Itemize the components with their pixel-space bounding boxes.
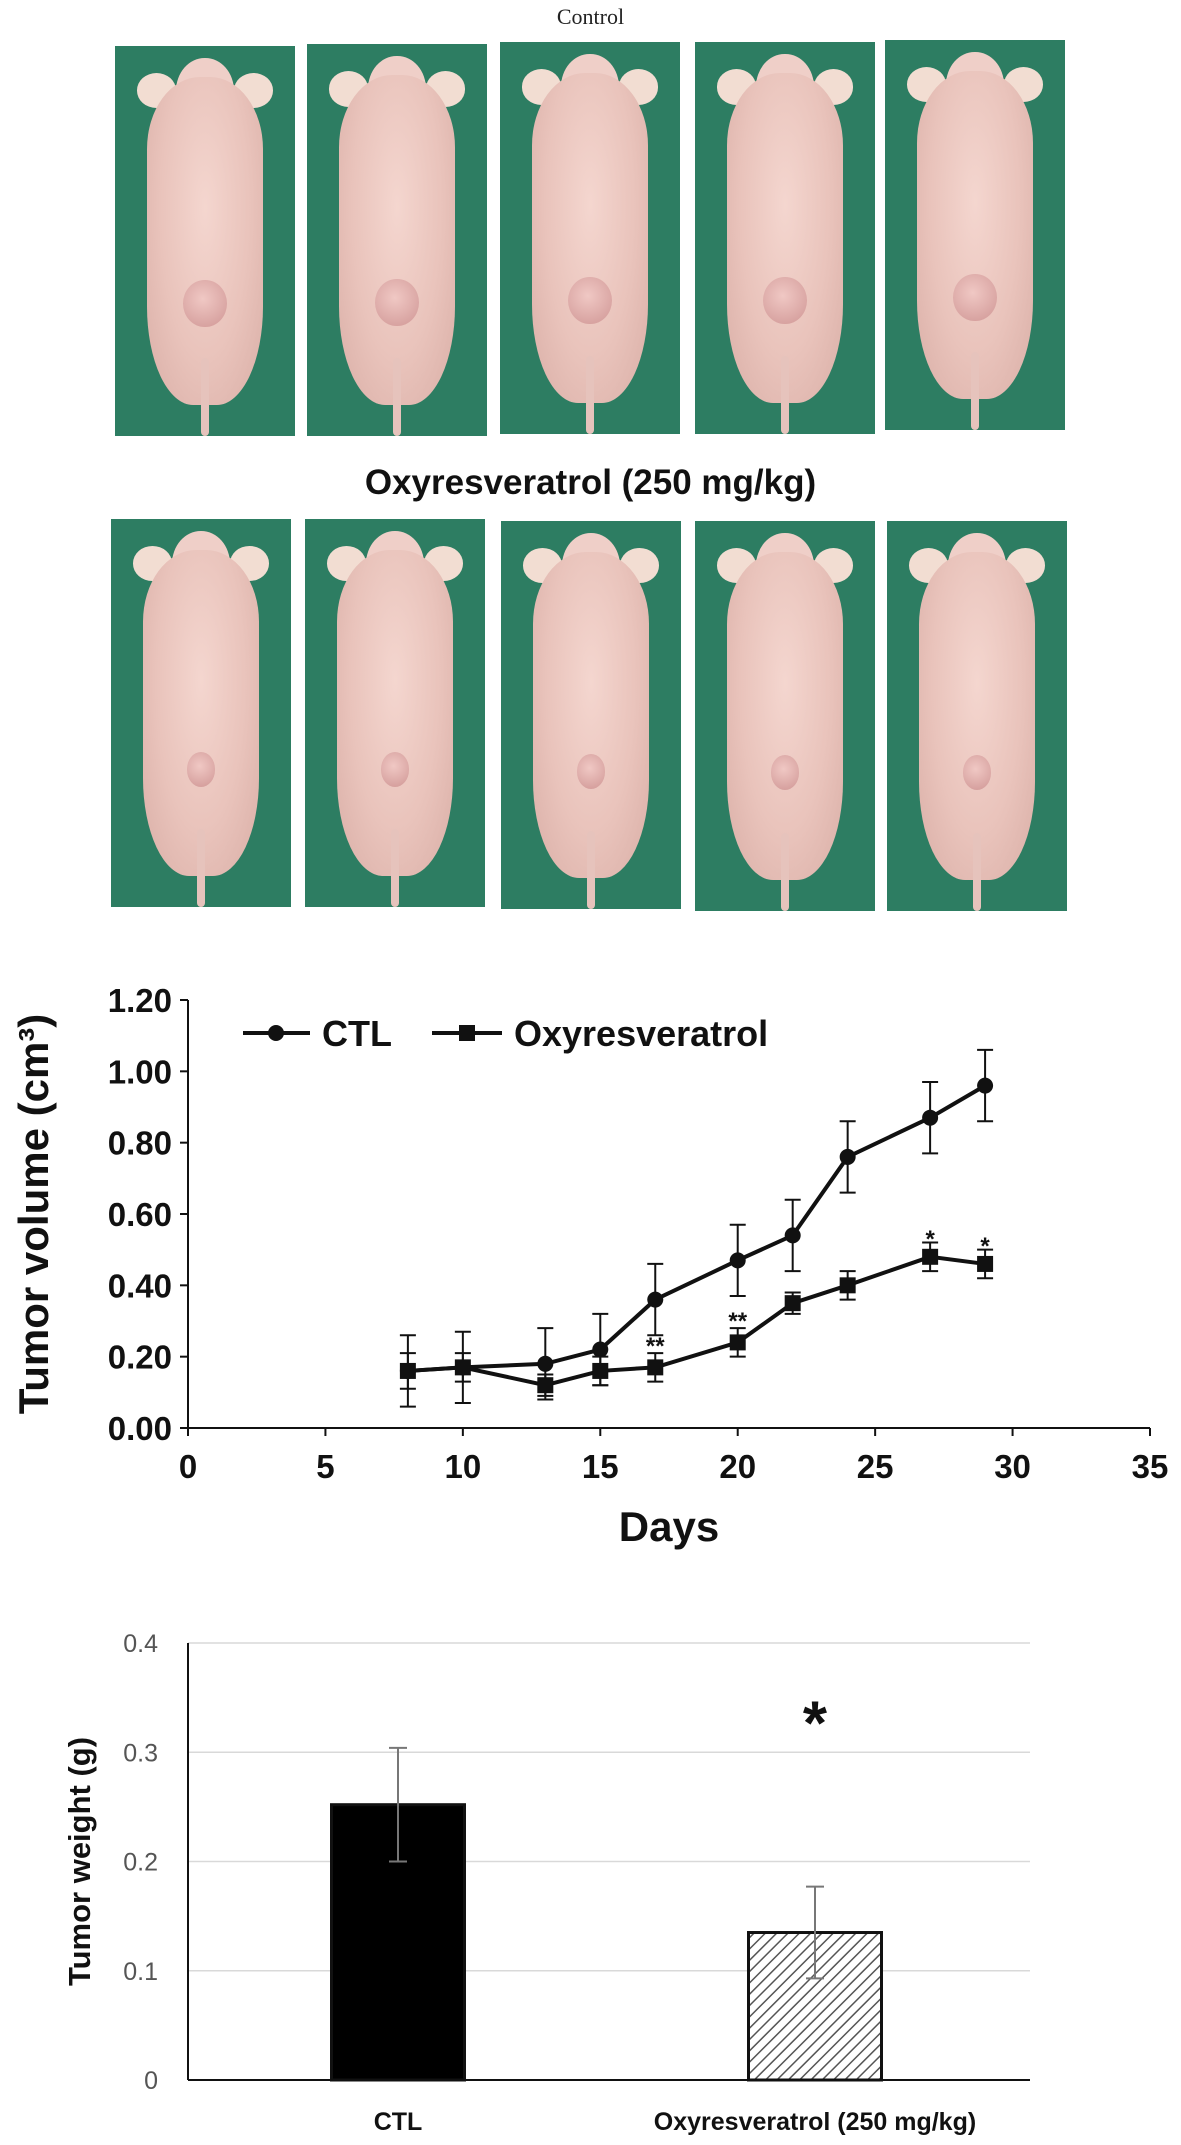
control-mouse-photo-4: [695, 42, 875, 434]
oxyresveratrol-mouse-photo-5: [887, 521, 1067, 911]
data-point: [537, 1355, 554, 1372]
data-point: [647, 1291, 664, 1308]
x-category-label: CTL: [374, 2108, 423, 2136]
oxyresveratrol-mouse-photo-1: [111, 519, 291, 907]
series-line-1: [407, 1083, 987, 1373]
oxyresveratrol-mouse-photo-2: [305, 519, 485, 907]
legend-label-ctl: CTL: [322, 1013, 392, 1054]
y-axis-title: Tumor weight (g): [62, 1737, 97, 1986]
x-tick-label: 35: [1132, 1448, 1169, 1485]
data-point: [729, 1252, 746, 1269]
data-point: [729, 1334, 746, 1351]
oxyresveratrol-group-label: Oxyresveratrol (250 mg/kg): [364, 463, 817, 502]
y-tick-label: 0.40: [108, 1267, 172, 1304]
significance-marker: *: [803, 1689, 828, 1758]
x-category-label: Oxyresveratrol (250 mg/kg): [654, 2108, 976, 2136]
data-point: [839, 1148, 856, 1165]
data-point: [784, 1295, 801, 1312]
data-point: [977, 1255, 994, 1272]
legend-label-oxyresveratrol: Oxyresveratrol: [514, 1013, 768, 1054]
y-tick-label: 0.1: [123, 1958, 158, 1986]
series-line-2: [407, 1254, 986, 1388]
y-axis-title: Tumor volume (cm³): [10, 1014, 57, 1415]
data-point: [537, 1377, 554, 1394]
significance-marker: *: [925, 1226, 935, 1253]
y-tick-label: 0: [144, 2067, 158, 2095]
significance-marker: **: [728, 1308, 747, 1335]
x-tick-label: 30: [994, 1448, 1031, 1485]
x-axis-title: Days: [619, 1503, 719, 1550]
control-mouse-photo-2: [307, 44, 487, 436]
data-point: [592, 1362, 609, 1379]
y-tick-label: 0.3: [123, 1739, 158, 1767]
legend-marker-ctl: [268, 1025, 284, 1041]
x-tick-label: 5: [316, 1448, 334, 1485]
y-tick-label: 0.2: [123, 1849, 158, 1877]
oxyresveratrol-mouse-photo-3: [501, 521, 681, 909]
data-point: [839, 1277, 856, 1294]
data-point: [454, 1359, 471, 1376]
data-point: [922, 1248, 939, 1265]
y-tick-label: 0.80: [108, 1125, 172, 1162]
data-point: [784, 1227, 801, 1244]
legend-marker-oxyresveratrol: [459, 1025, 475, 1041]
y-tick-label: 1.00: [108, 1053, 172, 1090]
data-point: [399, 1362, 416, 1379]
control-mouse-photo-5: [885, 40, 1065, 430]
x-tick-label: 0: [179, 1448, 197, 1485]
control-mouse-photo-3: [500, 42, 680, 434]
significance-marker: **: [646, 1333, 665, 1360]
x-tick-label: 20: [719, 1448, 756, 1485]
control-group-label: Control: [556, 4, 625, 29]
y-tick-label: 0.00: [108, 1410, 172, 1447]
y-tick-label: 0.20: [108, 1339, 172, 1376]
data-point: [647, 1359, 664, 1376]
significance-marker: *: [980, 1233, 990, 1260]
x-tick-label: 15: [582, 1448, 619, 1485]
y-tick-label: 0.60: [108, 1196, 172, 1233]
x-tick-label: 25: [857, 1448, 894, 1485]
y-tick-label: 1.20: [108, 982, 172, 1019]
control-mouse-photo-1: [115, 46, 295, 436]
data-point: [977, 1077, 994, 1094]
tumor-weight-chart: * 0 0.1 0.2 0.3 0.4 Tumor weight (g) CTL Oxyres…: [62, 1630, 1030, 2136]
oxyresveratrol-mouse-photo-4: [695, 521, 875, 911]
y-tick-label: 0.4: [123, 1630, 158, 1658]
tumor-volume-chart: 0.00 0.20 0.40 0.60 0.80 1.00 1.20 0 5 10 15 20 25 30…: [10, 982, 1169, 1550]
data-point: [592, 1341, 609, 1358]
data-point: [922, 1109, 939, 1126]
x-tick-label: 10: [444, 1448, 481, 1485]
